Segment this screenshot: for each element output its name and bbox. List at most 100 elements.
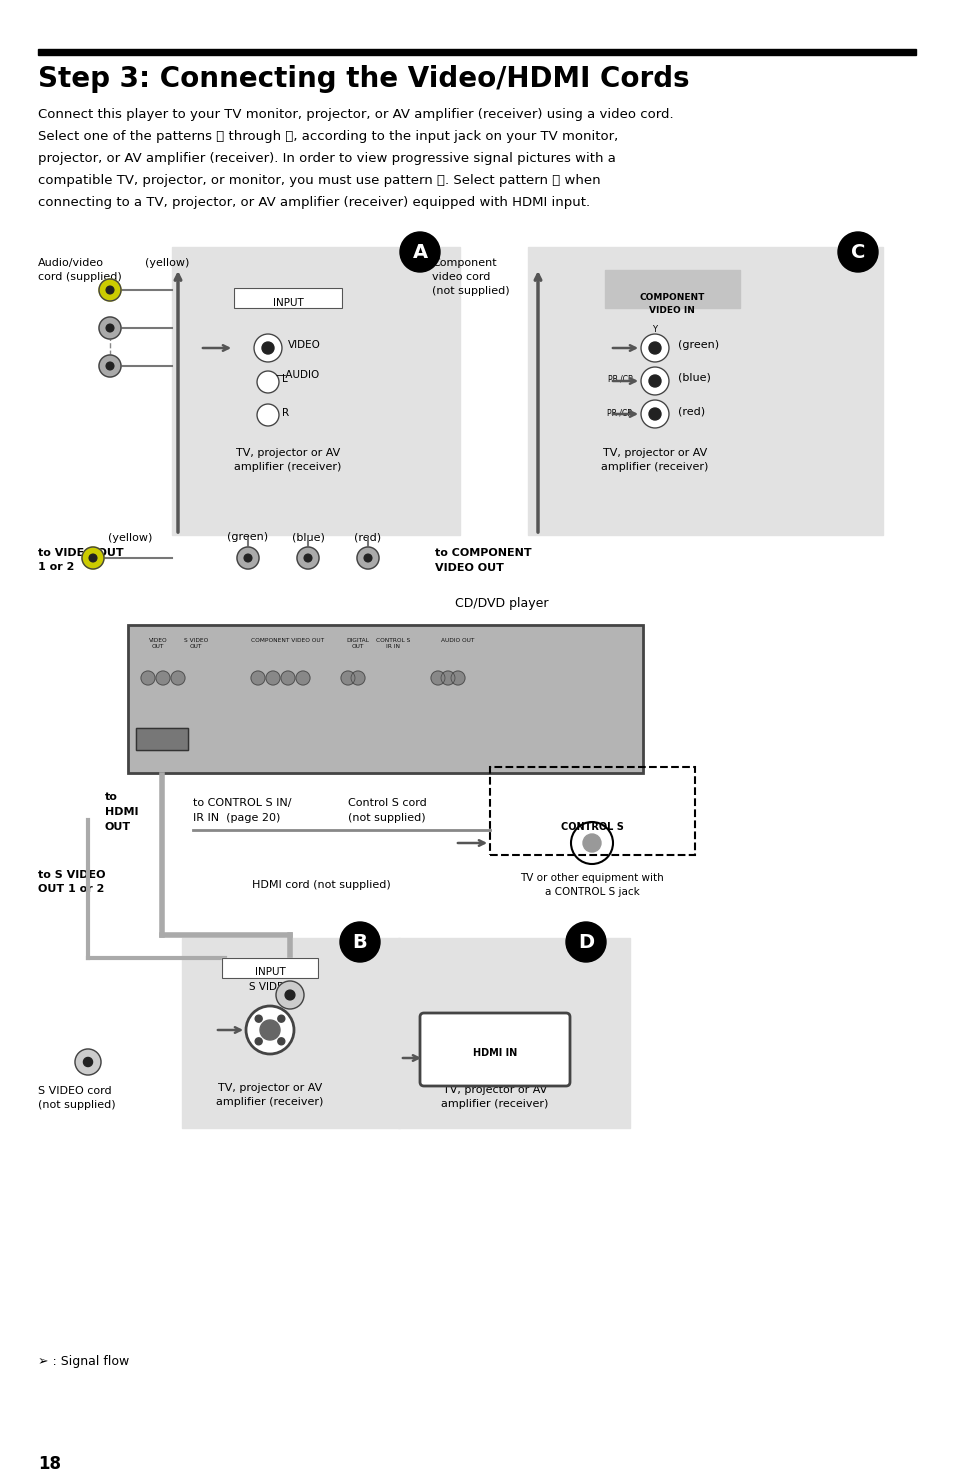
Circle shape xyxy=(640,334,668,362)
Text: projector, or AV amplifier (receiver). In order to view progressive signal pictu: projector, or AV amplifier (receiver). I… xyxy=(38,151,616,165)
Circle shape xyxy=(156,670,170,685)
Circle shape xyxy=(106,325,113,332)
Circle shape xyxy=(75,1048,101,1075)
Text: VIDEO OUT: VIDEO OUT xyxy=(435,564,503,572)
Bar xyxy=(38,49,915,55)
Circle shape xyxy=(171,670,185,685)
Circle shape xyxy=(244,555,252,562)
Bar xyxy=(233,288,341,308)
Text: 18: 18 xyxy=(38,1455,61,1473)
Text: ➢ : Signal flow: ➢ : Signal flow xyxy=(38,1355,129,1367)
Bar xyxy=(222,958,317,977)
Text: video cord: video cord xyxy=(432,271,490,282)
Circle shape xyxy=(260,1020,280,1040)
Circle shape xyxy=(640,366,668,394)
Circle shape xyxy=(99,317,121,340)
Text: TV, projector or AV: TV, projector or AV xyxy=(602,448,706,458)
Text: CONTROL S: CONTROL S xyxy=(560,822,622,832)
Text: Step 3: Connecting the Video/HDMI Cords: Step 3: Connecting the Video/HDMI Cords xyxy=(38,65,689,93)
Text: R: R xyxy=(282,408,289,418)
Circle shape xyxy=(281,670,294,685)
Circle shape xyxy=(296,547,318,569)
Text: HDMI cord (not supplied): HDMI cord (not supplied) xyxy=(252,879,391,890)
Text: INPUT: INPUT xyxy=(273,298,303,308)
Text: CONTROL S
IR IN: CONTROL S IR IN xyxy=(375,638,410,648)
Bar xyxy=(128,624,642,773)
Circle shape xyxy=(266,670,280,685)
Text: (blue): (blue) xyxy=(678,374,710,383)
Bar xyxy=(233,288,341,308)
Circle shape xyxy=(277,1016,285,1022)
Circle shape xyxy=(82,547,104,569)
Text: Audio/video: Audio/video xyxy=(38,258,104,268)
Text: TV, projector or AV: TV, projector or AV xyxy=(217,1083,322,1093)
Text: cord (supplied): cord (supplied) xyxy=(38,271,122,282)
Circle shape xyxy=(571,822,613,865)
Circle shape xyxy=(256,403,278,426)
Circle shape xyxy=(648,343,660,354)
Text: (red): (red) xyxy=(678,406,704,417)
Text: (not supplied): (not supplied) xyxy=(348,813,425,823)
Text: Y: Y xyxy=(652,325,657,334)
Text: to: to xyxy=(105,792,118,802)
Text: AUDIO OUT: AUDIO OUT xyxy=(441,638,475,644)
Bar xyxy=(604,270,740,308)
Circle shape xyxy=(141,670,154,685)
Text: INPUT: INPUT xyxy=(254,967,285,977)
Circle shape xyxy=(364,555,372,562)
Circle shape xyxy=(236,547,258,569)
Text: IR IN  (page 20): IR IN (page 20) xyxy=(193,813,280,823)
Text: (blue): (blue) xyxy=(292,532,324,541)
Text: S VIDEO
OUT: S VIDEO OUT xyxy=(184,638,208,648)
Text: (green): (green) xyxy=(227,532,269,541)
Circle shape xyxy=(256,371,278,393)
Circle shape xyxy=(304,555,312,562)
Circle shape xyxy=(582,833,600,853)
Text: COMPONENT VIDEO OUT: COMPONENT VIDEO OUT xyxy=(252,638,324,644)
Circle shape xyxy=(351,670,365,685)
Circle shape xyxy=(431,670,444,685)
Circle shape xyxy=(356,547,378,569)
Circle shape xyxy=(837,231,877,271)
Text: compatible TV, projector, or monitor, you must use pattern Ⓜ. Select pattern ⓓ w: compatible TV, projector, or monitor, yo… xyxy=(38,174,600,187)
Text: Select one of the patterns Ⓐ through ⓓ, according to the input jack on your TV m: Select one of the patterns Ⓐ through ⓓ, … xyxy=(38,131,618,142)
Text: amplifier (receiver): amplifier (receiver) xyxy=(441,1099,548,1109)
Text: L: L xyxy=(282,374,288,384)
Text: amplifier (receiver): amplifier (receiver) xyxy=(234,463,341,472)
Text: C: C xyxy=(850,243,864,261)
Text: PR /CR: PR /CR xyxy=(607,408,633,417)
Circle shape xyxy=(262,343,274,354)
Bar xyxy=(222,958,317,977)
Text: to S VIDEO: to S VIDEO xyxy=(38,871,106,879)
Circle shape xyxy=(99,354,121,377)
Circle shape xyxy=(340,670,355,685)
Text: connecting to a TV, projector, or AV amplifier (receiver) equipped with HDMI inp: connecting to a TV, projector, or AV amp… xyxy=(38,196,590,209)
Text: (not supplied): (not supplied) xyxy=(432,286,509,297)
Circle shape xyxy=(246,1005,294,1054)
Text: S VIDEO cord: S VIDEO cord xyxy=(38,1086,112,1096)
Circle shape xyxy=(253,334,282,362)
Text: Control S cord: Control S cord xyxy=(348,798,426,808)
Text: PB /CB: PB /CB xyxy=(607,375,633,384)
Text: (not supplied): (not supplied) xyxy=(38,1100,115,1109)
Text: VIDEO: VIDEO xyxy=(288,340,320,350)
Text: 1 or 2: 1 or 2 xyxy=(38,562,74,572)
Circle shape xyxy=(83,1057,92,1066)
Text: TV, projector or AV: TV, projector or AV xyxy=(235,448,340,458)
Text: Component: Component xyxy=(432,258,497,268)
Text: OUT: OUT xyxy=(105,822,131,832)
Text: (yellow): (yellow) xyxy=(108,532,152,543)
Bar xyxy=(490,767,695,856)
Text: amplifier (receiver): amplifier (receiver) xyxy=(216,1097,323,1106)
Bar xyxy=(172,248,459,535)
Circle shape xyxy=(648,408,660,420)
Text: A: A xyxy=(412,243,427,261)
Bar xyxy=(182,939,399,1129)
Bar xyxy=(136,728,188,750)
Circle shape xyxy=(565,922,605,962)
Text: TV, projector or AV: TV, projector or AV xyxy=(442,1086,547,1094)
Text: Connect this player to your TV monitor, projector, or AV amplifier (receiver) us: Connect this player to your TV monitor, … xyxy=(38,108,673,122)
Text: D: D xyxy=(578,933,594,952)
Text: HDMI: HDMI xyxy=(105,807,138,817)
Text: (yellow): (yellow) xyxy=(145,258,190,268)
